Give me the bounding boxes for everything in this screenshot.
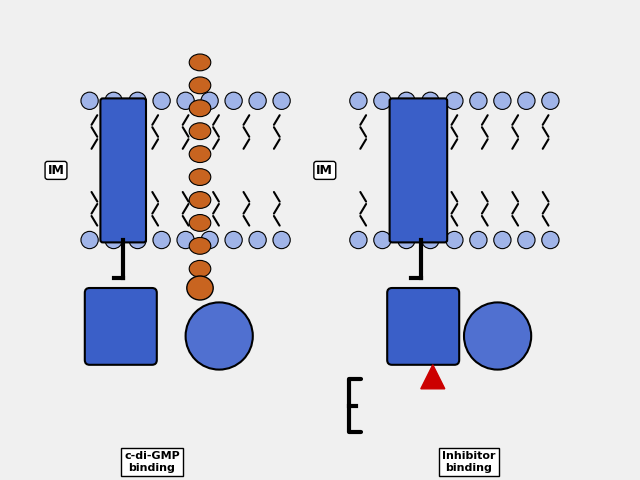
Text: IM: IM: [47, 164, 65, 177]
Text: Inhibitor
binding: Inhibitor binding: [442, 451, 495, 473]
Circle shape: [81, 92, 99, 109]
Circle shape: [129, 92, 147, 109]
Circle shape: [470, 231, 487, 249]
Circle shape: [105, 231, 122, 249]
Polygon shape: [421, 365, 445, 389]
Ellipse shape: [189, 192, 211, 208]
Circle shape: [81, 231, 99, 249]
Circle shape: [464, 302, 531, 370]
Circle shape: [349, 231, 367, 249]
Ellipse shape: [189, 168, 211, 185]
Circle shape: [470, 92, 487, 109]
Circle shape: [445, 92, 463, 109]
Ellipse shape: [189, 123, 211, 140]
Circle shape: [177, 92, 195, 109]
Text: Pel
 F: Pel F: [209, 325, 229, 347]
Circle shape: [445, 231, 463, 249]
Circle shape: [186, 302, 253, 370]
FancyBboxPatch shape: [390, 98, 447, 242]
FancyBboxPatch shape: [387, 288, 460, 365]
Ellipse shape: [189, 238, 211, 254]
Circle shape: [349, 92, 367, 109]
Circle shape: [201, 231, 218, 249]
Circle shape: [541, 231, 559, 249]
Circle shape: [422, 92, 439, 109]
Circle shape: [518, 231, 535, 249]
Circle shape: [398, 231, 415, 249]
Circle shape: [518, 92, 535, 109]
Circle shape: [153, 92, 170, 109]
Circle shape: [273, 92, 291, 109]
Circle shape: [494, 231, 511, 249]
Circle shape: [374, 231, 391, 249]
Ellipse shape: [189, 146, 211, 163]
Circle shape: [225, 92, 243, 109]
Circle shape: [129, 231, 147, 249]
Text: Pel D: Pel D: [407, 322, 440, 331]
Text: Pel
 F: Pel F: [488, 325, 508, 347]
Circle shape: [273, 231, 291, 249]
Circle shape: [201, 92, 218, 109]
Ellipse shape: [189, 260, 211, 277]
Circle shape: [541, 92, 559, 109]
Ellipse shape: [189, 54, 211, 71]
Circle shape: [374, 92, 391, 109]
Ellipse shape: [189, 215, 211, 231]
FancyBboxPatch shape: [100, 98, 146, 242]
Circle shape: [153, 231, 170, 249]
Text: Pel D: Pel D: [104, 322, 137, 331]
Circle shape: [225, 231, 243, 249]
Ellipse shape: [189, 100, 211, 117]
Ellipse shape: [187, 276, 213, 300]
Ellipse shape: [189, 77, 211, 94]
Circle shape: [494, 92, 511, 109]
Circle shape: [422, 231, 439, 249]
Circle shape: [249, 231, 266, 249]
Circle shape: [249, 92, 266, 109]
Circle shape: [177, 231, 195, 249]
Circle shape: [398, 92, 415, 109]
Text: IM: IM: [316, 164, 333, 177]
Text: c-di-GMP
binding: c-di-GMP binding: [124, 451, 180, 473]
FancyBboxPatch shape: [85, 288, 157, 365]
Circle shape: [105, 92, 122, 109]
